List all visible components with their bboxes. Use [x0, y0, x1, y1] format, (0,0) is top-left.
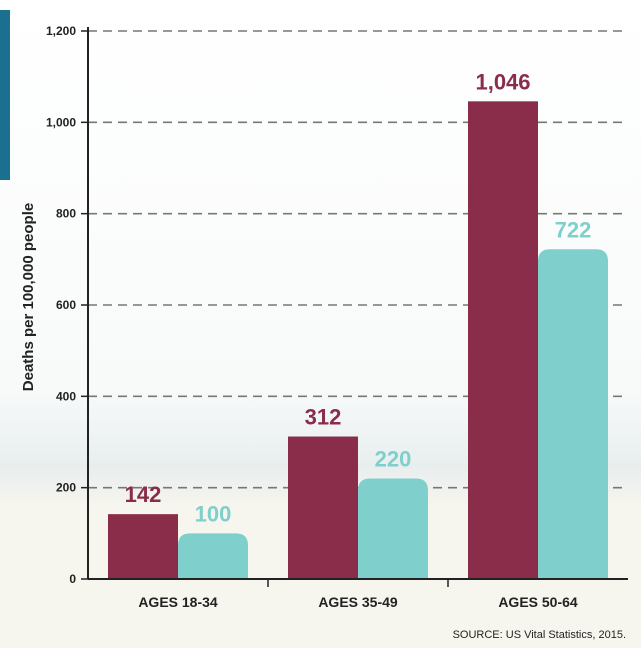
bar [468, 101, 538, 580]
decorative-side-tab [0, 10, 10, 180]
bar [538, 249, 608, 579]
axes: 0 200 400 600 800 1,000 1,200 AGES 18-34 AGES 35… [46, 24, 628, 610]
x-category-label: AGES 35-49 [318, 594, 398, 610]
data-label: 312 [305, 405, 342, 430]
bar [108, 514, 178, 579]
data-label: 142 [125, 482, 162, 507]
y-axis-label: Deaths per 100,000 people [20, 203, 37, 391]
data-label: 100 [195, 501, 232, 526]
data-label: 722 [555, 217, 592, 242]
bar [178, 533, 248, 579]
y-tick-label: 0 [69, 572, 76, 586]
bar [288, 436, 358, 579]
y-tick-label: 600 [56, 298, 76, 312]
y-tick-label: 800 [56, 207, 76, 221]
y-tick-label: 1,000 [46, 115, 76, 129]
y-tick-label: 400 [56, 389, 76, 403]
bars [108, 101, 608, 580]
bar [358, 478, 428, 579]
x-category-label: AGES 18-34 [138, 594, 218, 610]
y-tick-label: 200 [56, 481, 76, 495]
data-labels: 142 100 312 220 1,046 722 [125, 69, 592, 526]
data-label: 1,046 [475, 69, 530, 94]
gridlines [88, 30, 628, 489]
source-note: SOURCE: US Vital Statistics, 2015. [453, 629, 626, 641]
data-label: 220 [375, 447, 412, 472]
x-category-label: AGES 50-64 [498, 594, 578, 610]
y-tick-label: 1,200 [46, 24, 76, 38]
